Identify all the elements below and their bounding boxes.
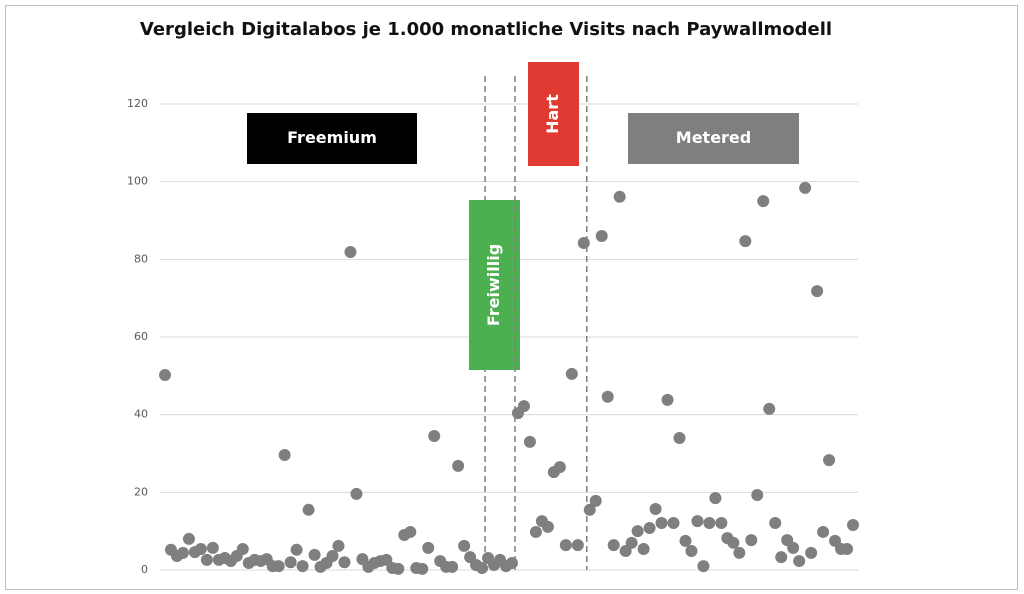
- data-point: [799, 181, 812, 194]
- data-point: [577, 237, 590, 250]
- data-point: [541, 520, 554, 533]
- data-point: [673, 431, 686, 444]
- data-point: [667, 517, 680, 530]
- data-point: [805, 546, 818, 559]
- data-point: [607, 539, 620, 552]
- data-point: [272, 560, 285, 573]
- data-point: [685, 544, 698, 557]
- data-point: [553, 461, 566, 474]
- data-point: [637, 543, 650, 556]
- data-point: [529, 525, 542, 538]
- data-point: [841, 543, 854, 556]
- data-point: [775, 551, 788, 564]
- data-point: [751, 489, 764, 502]
- data-point: [200, 553, 213, 566]
- data-point: [416, 562, 429, 575]
- data-point: [811, 285, 824, 298]
- data-point: [613, 190, 626, 203]
- region-box: [247, 113, 417, 164]
- data-point: [697, 560, 710, 573]
- data-point: [308, 548, 321, 561]
- y-tick-label: 20: [134, 485, 148, 498]
- y-tick-label: 0: [141, 563, 148, 576]
- data-point: [404, 525, 417, 538]
- data-point: [332, 539, 345, 552]
- data-point: [625, 536, 638, 549]
- data-point: [176, 546, 189, 559]
- region-box: [469, 200, 520, 370]
- data-point: [655, 517, 668, 530]
- region-label: Freiwillig: [484, 244, 503, 326]
- data-point: [206, 541, 219, 554]
- data-point: [194, 543, 207, 556]
- y-tick-label: 120: [127, 97, 148, 110]
- data-point: [631, 525, 644, 538]
- chart-title: Vergleich Digitalabos je 1.000 monatlich…: [140, 19, 832, 40]
- data-point: [739, 235, 752, 248]
- data-point: [769, 517, 782, 530]
- data-point: [595, 230, 608, 243]
- data-point: [727, 536, 740, 549]
- data-point: [236, 543, 249, 556]
- data-point: [422, 541, 435, 554]
- data-point: [847, 518, 859, 531]
- data-point: [392, 562, 405, 575]
- data-point: [476, 562, 489, 575]
- region-box: [628, 113, 799, 164]
- data-point: [446, 560, 459, 573]
- data-point: [182, 532, 195, 545]
- data-point: [793, 555, 806, 568]
- data-point: [338, 556, 351, 569]
- data-point: [679, 534, 692, 547]
- data-point: [344, 245, 357, 258]
- y-tick-label: 80: [134, 252, 148, 265]
- data-point: [350, 487, 363, 500]
- data-point: [691, 515, 704, 528]
- data-point: [661, 393, 674, 406]
- data-point: [745, 534, 758, 547]
- data-point: [571, 539, 584, 552]
- data-point: [589, 494, 602, 507]
- data-point: [517, 400, 530, 413]
- data-point: [583, 503, 596, 516]
- data-point: [290, 543, 303, 556]
- region-label: Freemium: [287, 128, 377, 147]
- region-label: Metered: [676, 128, 751, 147]
- data-point: [787, 541, 800, 554]
- data-point: [709, 492, 722, 505]
- data-point: [296, 560, 309, 573]
- data-point: [505, 557, 518, 570]
- data-point: [757, 195, 770, 208]
- data-point: [523, 435, 536, 448]
- region-box: [528, 62, 579, 166]
- data-point: [278, 449, 291, 462]
- y-tick-label: 40: [134, 408, 148, 421]
- data-point: [601, 390, 614, 403]
- data-point: [565, 367, 578, 380]
- data-point: [452, 459, 465, 472]
- y-tick-label: 100: [127, 175, 148, 188]
- data-point: [643, 522, 656, 535]
- data-point: [428, 430, 441, 443]
- data-point: [733, 546, 746, 559]
- data-point: [302, 503, 315, 516]
- data-point: [458, 539, 471, 552]
- data-point: [817, 525, 830, 538]
- data-point: [703, 517, 716, 530]
- data-point: [715, 517, 728, 530]
- data-point: [649, 503, 662, 516]
- y-tick-label: 60: [134, 330, 148, 343]
- region-label: Hart: [543, 94, 562, 134]
- data-point: [823, 454, 836, 467]
- data-point: [559, 539, 572, 552]
- data-point: [159, 369, 171, 382]
- data-point: [326, 550, 339, 563]
- data-point: [284, 556, 297, 569]
- data-point: [763, 402, 776, 415]
